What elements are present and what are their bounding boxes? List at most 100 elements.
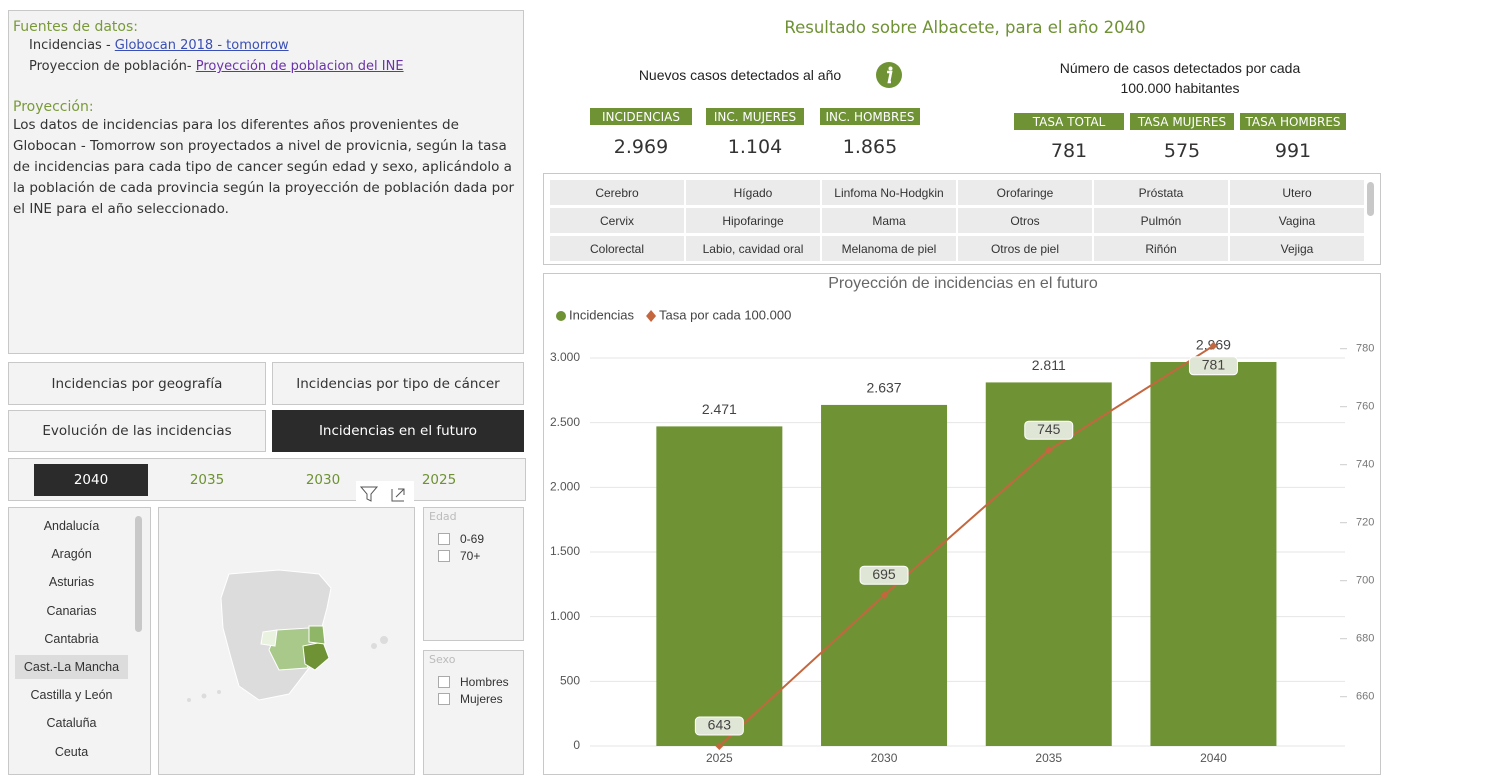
y-tick-label: 2.000 <box>550 479 580 493</box>
cancer-type[interactable]: Melanoma de piel <box>822 236 956 261</box>
cancer-type[interactable]: Mama <box>822 208 956 233</box>
cancer-type[interactable]: Otros <box>958 208 1092 233</box>
cancer-type[interactable]: Cerebro <box>550 180 684 205</box>
map-island <box>201 693 207 699</box>
cancer-type[interactable]: Riñón <box>1094 236 1228 261</box>
cancer-type[interactable]: Colorectal <box>550 236 684 261</box>
legend-label: Tasa por cada 100.000 <box>659 307 791 322</box>
kpi-value: 1.865 <box>842 136 898 158</box>
info-circle[interactable] <box>876 62 902 88</box>
kpi-label: TASA MUJERES <box>1130 113 1234 130</box>
value-label-box <box>1188 356 1238 376</box>
map-province <box>308 625 326 645</box>
nav-button[interactable]: Incidencias en el futuro <box>272 410 524 452</box>
line <box>718 344 1214 747</box>
kpi-label: INC. MUJERES <box>706 108 804 125</box>
x-tick-label: 2025 <box>706 751 733 765</box>
legend-marker <box>556 311 566 321</box>
projection-title: Proyección: <box>13 99 94 115</box>
region-item[interactable]: Ceuta <box>54 744 89 759</box>
nav-button[interactable]: Incidencias por tipo de cáncer <box>272 362 524 405</box>
region-item[interactable]: Cantabria <box>44 631 99 646</box>
sex-filter <box>423 650 524 775</box>
nav-button[interactable]: Evolución de las incidencias <box>8 410 266 452</box>
cancer-type[interactable]: Orofaringe <box>958 180 1092 205</box>
filter-title: Edad <box>429 510 457 523</box>
line-value-label: 745 <box>1037 421 1061 437</box>
bar <box>985 382 1112 746</box>
info-panel: Fuentes de datos: Incidencias - Globocan… <box>8 10 524 354</box>
filter-option[interactable]: 0-69 <box>438 532 484 546</box>
y-tick-label: 2.500 <box>550 415 580 429</box>
bar <box>656 426 783 746</box>
map <box>187 569 388 702</box>
info-stem[interactable] <box>887 70 893 84</box>
map-island <box>187 698 191 702</box>
region-item[interactable]: Aragón <box>51 547 92 562</box>
y2-tick-label: 660 <box>1356 691 1374 703</box>
filter-label: Hombres <box>460 675 509 689</box>
cancer-type[interactable]: Próstata <box>1094 180 1228 205</box>
cancer-type[interactable]: Pulmón <box>1094 208 1228 233</box>
cancer-type[interactable]: Hígado <box>686 180 820 205</box>
source-label: Proyeccion de población- <box>29 59 196 74</box>
age-filter <box>423 507 524 641</box>
cancer-type[interactable]: Vejiga <box>1230 236 1364 261</box>
toolbar-icons[interactable] <box>356 481 414 507</box>
source-link[interactable]: Proyección de poblacion del INE <box>195 59 404 74</box>
legend-label: Incidencias <box>569 307 635 322</box>
line-marker <box>880 591 889 600</box>
y-tick-label: 500 <box>560 674 580 688</box>
line-value-label: 781 <box>1202 357 1226 373</box>
checkbox[interactable] <box>438 550 450 562</box>
region-item[interactable]: Asturias <box>48 575 95 590</box>
cancer-type[interactable]: Cervix <box>550 208 684 233</box>
map-province <box>260 629 278 647</box>
year-tab[interactable]: 2025 <box>421 472 457 488</box>
year-tab[interactable]: 2030 <box>305 472 341 488</box>
filter-option[interactable]: Mujeres <box>438 692 503 706</box>
y2-tick-label: 700 <box>1356 575 1374 587</box>
filter-label: 70+ <box>460 549 481 563</box>
filter-icon[interactable] <box>359 486 379 502</box>
y2-tick-label: 780 <box>1356 343 1374 355</box>
cancer-type[interactable]: Utero <box>1230 180 1364 205</box>
source-line: Incidencias - Globocan 2018 - tomorrow <box>29 35 519 56</box>
nav-button[interactable]: Incidencias por geografía <box>8 362 266 405</box>
info-dot[interactable] <box>888 66 893 71</box>
region-item[interactable]: Cast.-La Mancha <box>15 655 128 679</box>
projection-text: Los datos de incidencias para los difere… <box>13 117 515 217</box>
region-item[interactable]: Cataluña <box>46 716 97 731</box>
kpi-label: INCIDENCIAS <box>590 108 692 125</box>
y2-tick-label: 760 <box>1356 401 1374 413</box>
filter-option[interactable]: Hombres <box>438 675 509 689</box>
filter-option[interactable]: 70+ <box>438 549 480 563</box>
filter-label: 0-69 <box>460 532 485 546</box>
value-label-box <box>859 565 909 585</box>
cancer-type[interactable]: Vagina <box>1230 208 1364 233</box>
year-tab[interactable]: 2035 <box>189 472 225 488</box>
region-item[interactable]: Andalucía <box>43 519 100 533</box>
cancer-type[interactable]: Labio, cavidad oral <box>686 236 820 261</box>
info-icon[interactable] <box>875 61 903 89</box>
y-tick-label: 3.000 <box>550 350 580 364</box>
map-island <box>380 636 388 644</box>
cancer-type[interactable]: Otros de piel <box>958 236 1092 261</box>
checkbox[interactable] <box>438 533 450 545</box>
expand-icon[interactable] <box>391 488 405 502</box>
year-tab[interactable]: 2040 <box>34 464 148 496</box>
legend-marker <box>646 310 657 322</box>
cancer-type[interactable]: Linfoma No-Hodgkin <box>822 180 956 205</box>
cancer-type[interactable]: Hipofaringe <box>686 208 820 233</box>
checkbox[interactable] <box>438 693 450 705</box>
source-link[interactable]: Globocan 2018 - tomorrow <box>114 38 289 53</box>
source-line: Proyeccion de población- Proyección de p… <box>29 56 519 77</box>
region-item[interactable]: Castilla y León <box>30 688 113 703</box>
line-value-label: 643 <box>708 717 732 733</box>
y-tick-label: 1.500 <box>550 544 580 558</box>
region-item[interactable]: Canarias <box>46 603 97 618</box>
region-list <box>8 507 151 775</box>
kpi-label: TASA HOMBRES <box>1240 113 1346 130</box>
checkbox[interactable] <box>438 676 450 688</box>
